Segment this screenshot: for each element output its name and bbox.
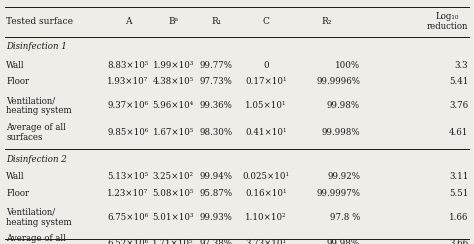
Text: 4.61: 4.61 xyxy=(449,128,468,137)
Text: 0: 0 xyxy=(263,61,269,70)
Text: 9.37×10⁶: 9.37×10⁶ xyxy=(107,101,148,110)
Text: 5.01×10³: 5.01×10³ xyxy=(152,213,194,222)
Text: Wall: Wall xyxy=(6,173,25,182)
Text: 97.8 %: 97.8 % xyxy=(330,213,360,222)
Text: Floor: Floor xyxy=(6,189,29,198)
Text: Disinfection 2: Disinfection 2 xyxy=(6,154,67,163)
Text: 99.98%: 99.98% xyxy=(327,101,360,110)
Text: 0.025×10¹: 0.025×10¹ xyxy=(243,173,290,182)
Text: R₁: R₁ xyxy=(211,17,221,26)
Text: 99.92%: 99.92% xyxy=(327,173,360,182)
Text: 99.94%: 99.94% xyxy=(200,173,233,182)
Text: 0.41×10¹: 0.41×10¹ xyxy=(245,128,287,137)
Text: 5.08×10⁵: 5.08×10⁵ xyxy=(152,189,194,198)
Text: 4.38×10⁵: 4.38×10⁵ xyxy=(153,77,194,86)
Text: 1.23×10⁷: 1.23×10⁷ xyxy=(107,189,148,198)
Text: Tested surface: Tested surface xyxy=(6,17,73,26)
Text: A: A xyxy=(125,17,131,26)
Text: 5.41: 5.41 xyxy=(449,77,468,86)
Text: 1.67×10⁵: 1.67×10⁵ xyxy=(153,128,194,137)
Text: 3.76: 3.76 xyxy=(449,101,468,110)
Text: 99.77%: 99.77% xyxy=(200,61,233,70)
Text: 5.13×10⁵: 5.13×10⁵ xyxy=(107,173,148,182)
Text: 1.05×10¹: 1.05×10¹ xyxy=(245,101,287,110)
Text: 1.10×10²: 1.10×10² xyxy=(245,213,287,222)
Text: Wall: Wall xyxy=(6,61,25,70)
Text: 3.25×10²: 3.25×10² xyxy=(153,173,193,182)
Text: 99.36%: 99.36% xyxy=(200,101,233,110)
Text: 6.52×10⁶: 6.52×10⁶ xyxy=(107,239,148,244)
Text: 3.11: 3.11 xyxy=(449,173,468,182)
Text: 99.98%: 99.98% xyxy=(327,239,360,244)
Text: 97.73%: 97.73% xyxy=(200,77,233,86)
Text: 0.17×10¹: 0.17×10¹ xyxy=(245,77,287,86)
Text: Log₁₀
reduction: Log₁₀ reduction xyxy=(427,12,468,31)
Text: 99.9997%: 99.9997% xyxy=(316,189,360,198)
Text: 5.96×10⁴: 5.96×10⁴ xyxy=(153,101,194,110)
Text: 1.66: 1.66 xyxy=(449,213,468,222)
Text: C: C xyxy=(263,17,270,26)
Text: Average of all
surfaces: Average of all surfaces xyxy=(6,123,66,142)
Text: Bᵃ: Bᵃ xyxy=(168,17,178,26)
Text: 3.73×10¹: 3.73×10¹ xyxy=(246,239,286,244)
Text: 97.38%: 97.38% xyxy=(200,239,233,244)
Text: Ventilation/
heating system: Ventilation/ heating system xyxy=(6,96,72,115)
Text: 99.998%: 99.998% xyxy=(321,128,360,137)
Text: Floor: Floor xyxy=(6,77,29,86)
Text: 1.71×10⁵: 1.71×10⁵ xyxy=(152,239,194,244)
Text: 9.85×10⁶: 9.85×10⁶ xyxy=(107,128,148,137)
Text: R₂: R₂ xyxy=(321,17,332,26)
Text: 100%: 100% xyxy=(335,61,360,70)
Text: 99.9996%: 99.9996% xyxy=(316,77,360,86)
Text: 1.93×10⁷: 1.93×10⁷ xyxy=(107,77,148,86)
Text: 98.30%: 98.30% xyxy=(200,128,233,137)
Text: 3.66: 3.66 xyxy=(449,239,468,244)
Text: 0.16×10¹: 0.16×10¹ xyxy=(245,189,287,198)
Text: 99.93%: 99.93% xyxy=(200,213,233,222)
Text: 1.99×10³: 1.99×10³ xyxy=(153,61,194,70)
Text: Average of all
surfaces: Average of all surfaces xyxy=(6,234,66,244)
Text: 3.3: 3.3 xyxy=(455,61,468,70)
Text: 95.87%: 95.87% xyxy=(200,189,233,198)
Text: Ventilation/
heating system: Ventilation/ heating system xyxy=(6,208,72,227)
Text: Disinfection 1: Disinfection 1 xyxy=(6,42,67,51)
Text: 5.51: 5.51 xyxy=(449,189,468,198)
Text: 8.83×10⁵: 8.83×10⁵ xyxy=(107,61,148,70)
Text: 6.75×10⁶: 6.75×10⁶ xyxy=(107,213,148,222)
